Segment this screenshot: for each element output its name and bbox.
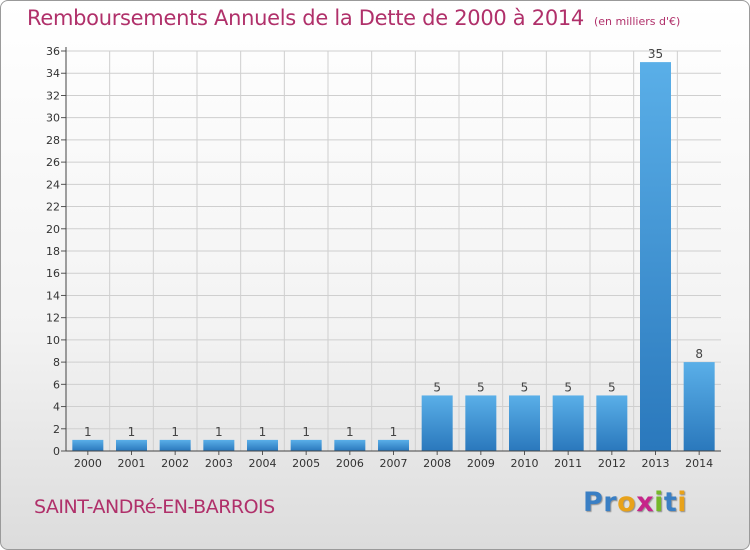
value-label: 5 bbox=[564, 380, 572, 394]
brand-letter: o bbox=[617, 487, 637, 518]
brand-letter: i bbox=[677, 487, 688, 518]
value-label: 1 bbox=[259, 425, 267, 439]
y-tick-label: 10 bbox=[46, 334, 60, 347]
y-tick-label: 36 bbox=[46, 45, 60, 58]
chart-title-main: Remboursements Annuels de la Dette de 20… bbox=[27, 6, 584, 30]
brand-letter: r bbox=[603, 487, 618, 518]
y-tick-label: 34 bbox=[46, 67, 60, 80]
value-label: 5 bbox=[433, 380, 441, 394]
y-tick-label: 26 bbox=[46, 156, 60, 169]
x-tick-label: 2000 bbox=[74, 457, 102, 470]
bars bbox=[72, 62, 715, 451]
brand-letter: t bbox=[663, 487, 678, 518]
value-label: 35 bbox=[648, 47, 663, 61]
x-tick-label: 2008 bbox=[423, 457, 451, 470]
value-label: 5 bbox=[477, 380, 485, 394]
bar-2014 bbox=[683, 362, 715, 451]
value-label: 1 bbox=[302, 425, 310, 439]
y-tick-label: 28 bbox=[46, 134, 60, 147]
bar-2002 bbox=[159, 439, 191, 451]
x-tick-label: 2009 bbox=[467, 457, 495, 470]
value-label: 8 bbox=[695, 347, 703, 361]
y-tick-label: 30 bbox=[46, 112, 60, 125]
x-tick-label: 2004 bbox=[249, 457, 277, 470]
y-tick-label: 8 bbox=[53, 356, 60, 369]
x-tick-label: 2007 bbox=[380, 457, 408, 470]
y-tick-label: 14 bbox=[46, 289, 60, 302]
y-tick-label: 20 bbox=[46, 223, 60, 236]
bar-2010 bbox=[509, 395, 540, 451]
x-tick-label: 2006 bbox=[336, 457, 364, 470]
y-tick-label: 12 bbox=[46, 312, 60, 325]
x-tick-label: 2010 bbox=[511, 457, 539, 470]
x-tick-label: 2012 bbox=[598, 457, 626, 470]
y-tick-label: 18 bbox=[46, 245, 60, 258]
bar-2009 bbox=[465, 395, 497, 451]
x-tick-label: 2005 bbox=[292, 457, 320, 470]
bar-2013 bbox=[640, 62, 671, 451]
axes bbox=[61, 47, 721, 455]
bar-2007 bbox=[378, 439, 409, 451]
x-tick-label: 2003 bbox=[205, 457, 233, 470]
y-tick-label: 32 bbox=[46, 89, 60, 102]
brand-letter: P bbox=[583, 487, 604, 518]
value-label: 1 bbox=[390, 425, 398, 439]
value-label: 1 bbox=[346, 425, 354, 439]
chart-subtitle: (en milliers d'€) bbox=[594, 15, 681, 28]
x-tick-label: 2013 bbox=[642, 457, 670, 470]
bar-2005 bbox=[290, 439, 322, 451]
y-tick-label: 2 bbox=[53, 423, 60, 436]
value-label: 1 bbox=[84, 425, 92, 439]
value-label: 1 bbox=[171, 425, 179, 439]
bar-2000 bbox=[72, 439, 104, 451]
commune-name: SAINT-ANDRé-EN-BARROIS bbox=[34, 496, 275, 518]
y-tick-label: 0 bbox=[53, 445, 60, 458]
grid-lines bbox=[66, 50, 721, 451]
bar-2011 bbox=[552, 395, 584, 451]
value-label: 5 bbox=[608, 380, 616, 394]
bar-2004 bbox=[247, 439, 278, 451]
proxiti-logo: Proxiti bbox=[583, 487, 687, 518]
x-tick-label: 2001 bbox=[118, 457, 146, 470]
bar-2003 bbox=[203, 439, 235, 451]
value-label: 5 bbox=[521, 380, 529, 394]
x-tick-label: 2002 bbox=[161, 457, 189, 470]
y-tick-label: 22 bbox=[46, 201, 60, 214]
y-tick-label: 24 bbox=[46, 178, 60, 191]
value-label: 1 bbox=[215, 425, 223, 439]
bar-2001 bbox=[116, 439, 147, 451]
x-tick-label: 2011 bbox=[554, 457, 582, 470]
bar-2006 bbox=[334, 439, 366, 451]
y-tick-label: 6 bbox=[53, 378, 60, 391]
bar-2012 bbox=[596, 395, 628, 451]
y-tick-label: 16 bbox=[46, 267, 60, 280]
brand-letter: i bbox=[654, 487, 664, 518]
brand-letter: x bbox=[636, 487, 655, 518]
x-tick-label: 2014 bbox=[685, 457, 713, 470]
value-label: 1 bbox=[128, 425, 136, 439]
y-tick-label: 4 bbox=[53, 401, 60, 414]
chart-title: Remboursements Annuels de la Dette de 20… bbox=[27, 6, 680, 30]
bar-2008 bbox=[421, 395, 453, 451]
labels: 0246810121416182022242628303234361200012… bbox=[46, 45, 713, 470]
